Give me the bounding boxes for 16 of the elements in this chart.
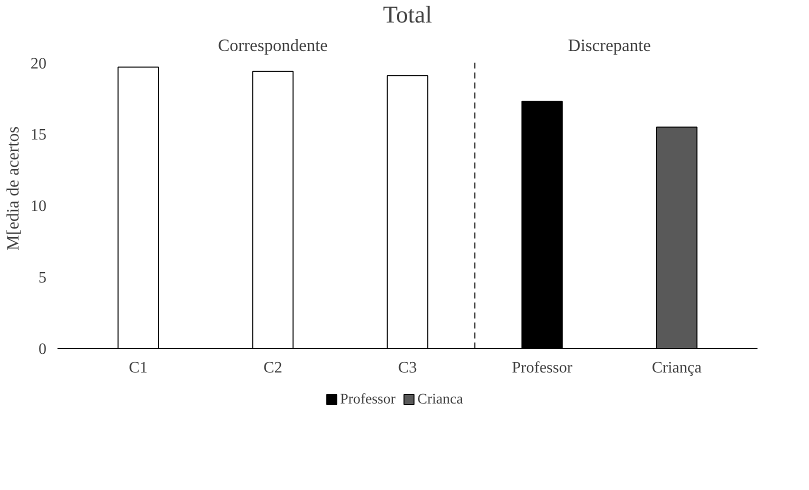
y-tick-label: 10	[30, 198, 46, 216]
text: Correspondente	[218, 36, 328, 55]
text: Discrepante	[568, 36, 652, 55]
y-tick-label: 15	[30, 126, 46, 144]
x-tick-label: Criança	[652, 360, 702, 376]
chart-title: Total	[383, 2, 432, 28]
legend-label: Crianca	[417, 392, 464, 408]
y-tick-label: 0	[38, 341, 46, 358]
y-tick-label: 20	[30, 55, 46, 72]
legend-label: Professor	[340, 392, 396, 408]
y-tick-label: 5	[38, 270, 46, 287]
x-tick-label: C1	[128, 360, 148, 376]
y-axis-title: M[edia de acertos	[4, 126, 22, 251]
x-tick-label: Professor	[512, 360, 574, 376]
x-tick-label: C3	[398, 360, 417, 376]
x-tick-label: C2	[264, 360, 282, 376]
